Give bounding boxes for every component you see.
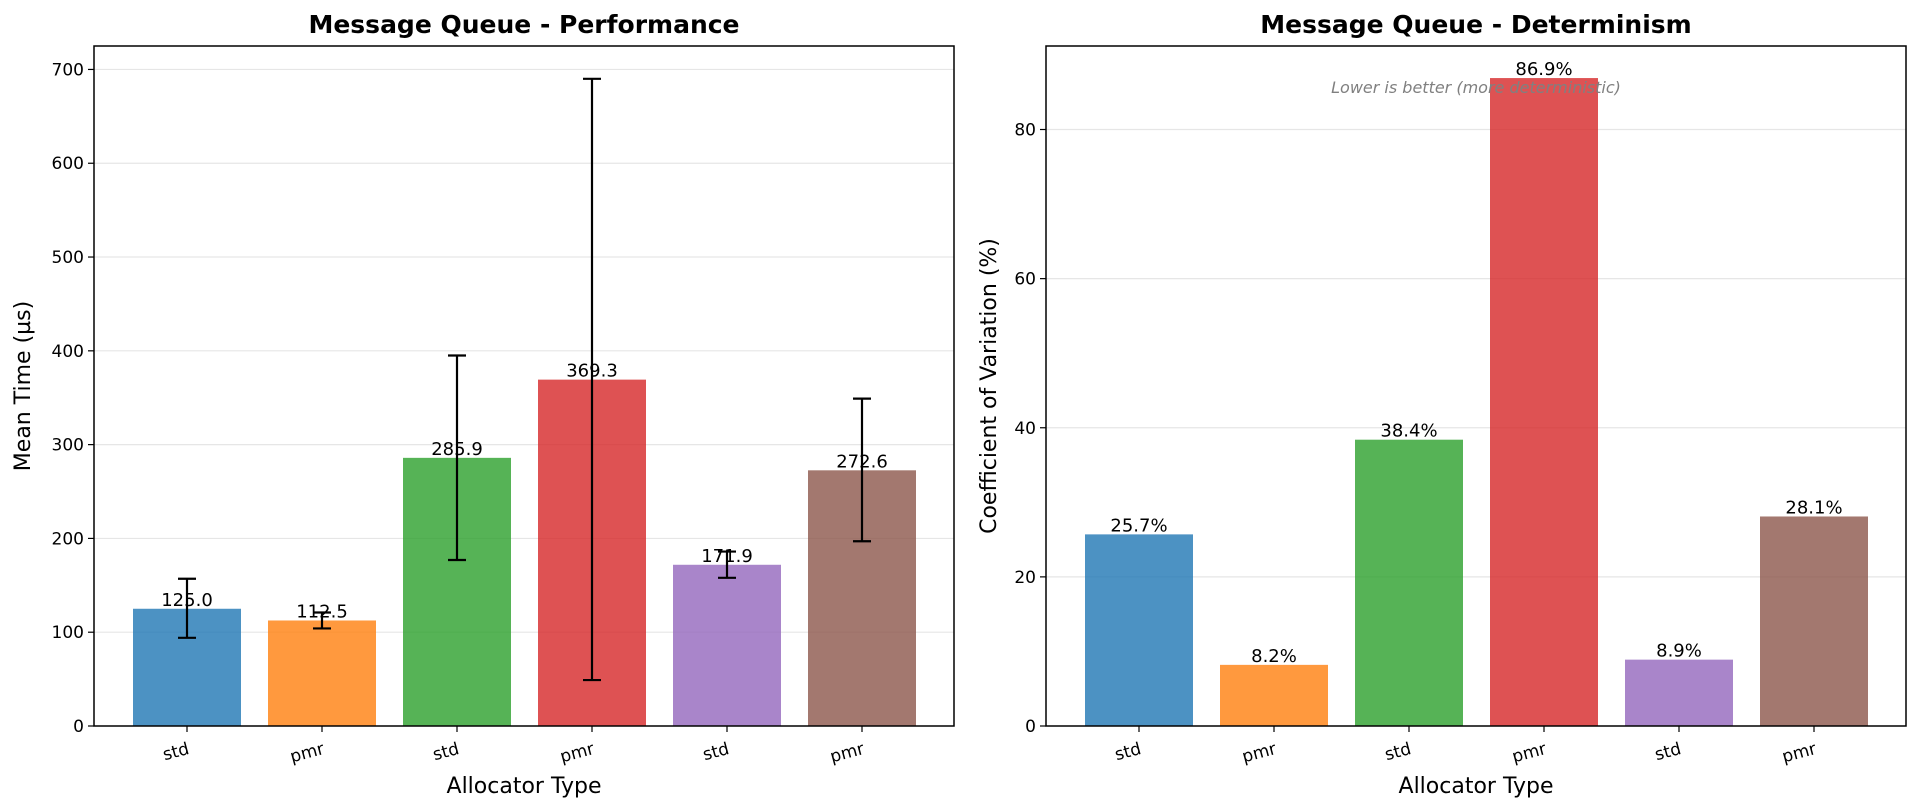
plot-frame — [93, 45, 955, 727]
chart-panel-2: 25.7% 8.2% 38.4% 86.9% 8.9% 28.1% 0 20 40 60 80 std… — [977, 10, 1907, 799]
y-tick-label: 60 — [1014, 270, 1036, 290]
x-tick-label: std — [701, 739, 732, 765]
bar-value-label: 285.9 — [431, 439, 483, 460]
y-axis-label: Mean Time (µs) — [11, 301, 36, 471]
bar — [1355, 439, 1463, 726]
y-tick-label: 700 — [52, 60, 84, 80]
x-tick-label: pmr — [1510, 739, 1548, 767]
bar — [1085, 534, 1193, 726]
y-tick-label: 40 — [1014, 419, 1036, 439]
bar-value-label: 8.9% — [1656, 641, 1702, 662]
y-tick-label: 0 — [1025, 717, 1036, 737]
y-tick-label: 400 — [52, 342, 84, 362]
x-tick-label: std — [1113, 739, 1144, 765]
x-tick-label: pmr — [1240, 739, 1278, 767]
bar-value-label: 369.3 — [566, 361, 618, 382]
x-tick-label: pmr — [288, 739, 326, 767]
bar-value-label: 112.5 — [296, 601, 348, 622]
bar — [1220, 664, 1328, 726]
x-tick-label: std — [1383, 739, 1414, 765]
x-tick-label: std — [161, 739, 192, 765]
x-axis-label: Allocator Type — [1399, 774, 1554, 799]
bar — [1490, 78, 1598, 726]
bar-value-label: 38.4% — [1380, 421, 1437, 442]
x-tick-label: std — [1653, 739, 1684, 765]
chart-title: Message Queue - Determinism — [1260, 10, 1691, 39]
y-tick-label: 20 — [1014, 568, 1036, 588]
bar — [673, 564, 781, 726]
chart-panel-1: 125.0 112.5 285.9 369.3 171.9 272.6 0 100 200 300… — [11, 10, 955, 799]
bar-value-label: 272.6 — [836, 451, 888, 472]
y-tick-label: 600 — [52, 154, 84, 174]
x-tick-label: pmr — [828, 739, 866, 767]
y-tick-label: 80 — [1014, 121, 1036, 141]
chart-title: Message Queue - Performance — [308, 10, 739, 39]
plot-frame — [1045, 45, 1907, 727]
bar — [268, 620, 376, 726]
bar — [1760, 516, 1868, 726]
y-tick-label: 100 — [52, 623, 84, 643]
y-tick-label: 500 — [52, 248, 84, 268]
bar-value-label: 28.1% — [1785, 497, 1842, 518]
y-tick-label: 300 — [52, 436, 84, 456]
x-tick-label: pmr — [1780, 739, 1818, 767]
y-tick-label: 0 — [73, 717, 84, 737]
bar-value-label: 125.0 — [161, 590, 213, 611]
x-tick-label: std — [431, 739, 462, 765]
bar-value-label: 25.7% — [1110, 515, 1167, 536]
chart-annotation: Lower is better (more deterministic) — [1331, 78, 1621, 97]
bar-value-label: 8.2% — [1251, 646, 1297, 667]
bar — [1625, 659, 1733, 726]
y-tick-label: 200 — [52, 529, 84, 549]
bar-value-label: 86.9% — [1515, 59, 1572, 80]
x-axis-label: Allocator Type — [447, 774, 602, 799]
x-tick-label: pmr — [558, 739, 596, 767]
y-axis-label: Coefficient of Variation (%) — [977, 238, 1002, 534]
bar-value-label: 171.9 — [701, 546, 753, 567]
